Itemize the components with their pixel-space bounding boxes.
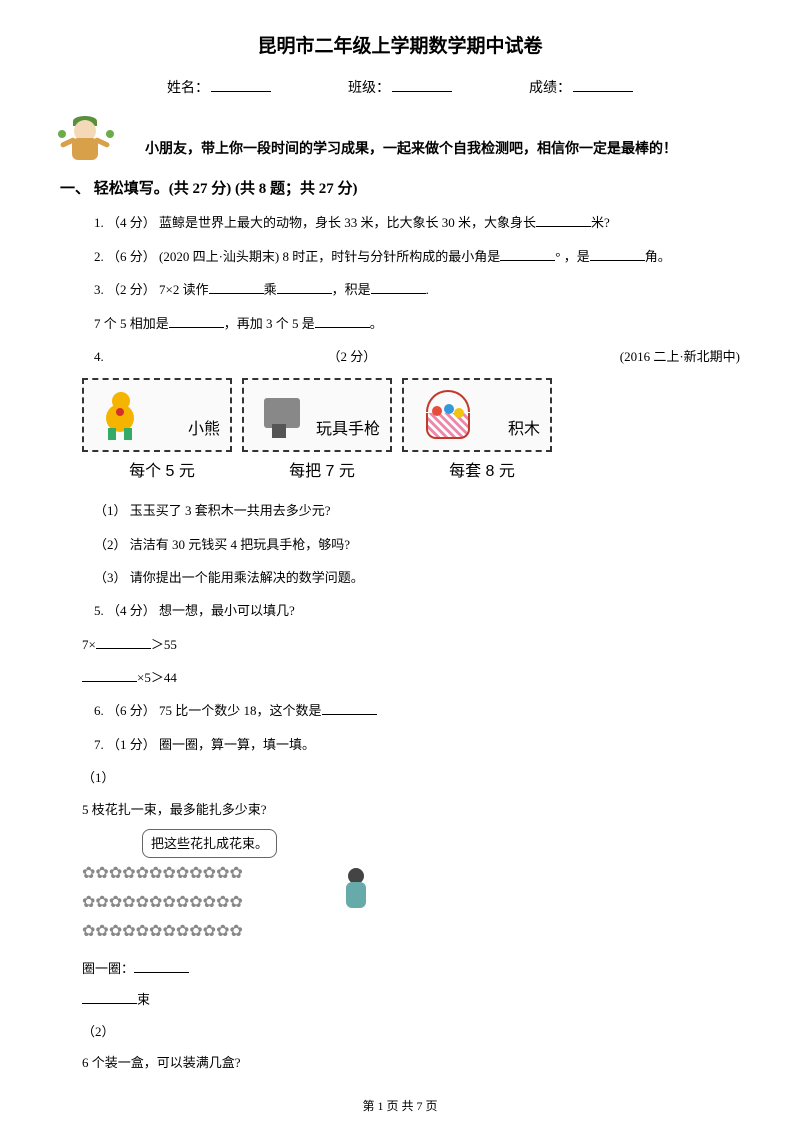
product-gun: 玩具手枪 <box>242 378 392 452</box>
price-blocks: 每套 8 元 <box>402 458 562 487</box>
question-2: 2. （6 分） (2020 四上·汕头期末) 8 时正，时针与分针所构成的最小… <box>60 245 740 268</box>
q7-text: 5 枝花扎一束，最多能扎多少束? <box>60 798 740 821</box>
question-7: 7. （1 分） 圈一圈，算一算，填一填。 <box>60 733 740 756</box>
gun-label: 玩具手枪 <box>316 416 380 445</box>
q5a-suffix: ＞55 <box>151 637 177 652</box>
product-blocks: 积木 <box>402 378 552 452</box>
q3b-suffix: 。 <box>370 316 383 331</box>
blocks-label: 积木 <box>508 416 540 445</box>
q2-prefix: 2. （6 分） (2020 四上·汕头期末) 8 时正，时针与分针所构成的最小… <box>94 249 500 264</box>
name-label: 姓名： <box>167 81 209 96</box>
q7-2: （2） <box>60 1020 740 1043</box>
bear-icon <box>98 390 146 440</box>
q4-sub3: （3） 请你提出一个能用乘法解决的数学问题。 <box>60 566 740 589</box>
q7-box: 6 个装一盒，可以装满几盒? <box>60 1051 740 1074</box>
q3a-prefix: 3. （2 分） 7×2 读作 <box>94 282 209 297</box>
q3a-blank2[interactable] <box>277 280 332 294</box>
class-label: 班级： <box>348 81 390 96</box>
class-blank[interactable] <box>392 91 452 92</box>
product-bear: 小熊 <box>82 378 232 452</box>
mascot-icon <box>60 116 115 166</box>
flower-figure: 把这些花扎成花束。 ✿ ✿ ✿ ✿ ✿ ✿ ✿ ✿ ✿ ✿ ✿ ✿ ✿ ✿ ✿ … <box>82 829 342 947</box>
q7-circle: 圈一圈： <box>60 957 740 980</box>
q6-blank[interactable] <box>322 701 377 715</box>
q3a-suffix: . <box>426 282 429 297</box>
question-3a: 3. （2 分） 7×2 读作 乘 ，积是. <box>60 278 740 301</box>
flower-row: ✿ ✿ ✿ ✿ ✿ ✿ ✿ ✿ ✿ ✿ ✿ ✿ <box>82 889 342 918</box>
page-title: 昆明市二年级上学期数学期中试卷 <box>60 30 740 64</box>
product-row: 小熊 玩具手枪 积木 <box>60 378 740 452</box>
q5a-prefix: 7× <box>82 637 96 652</box>
q3b-prefix: 7 个 5 相加是 <box>94 316 169 331</box>
name-blank[interactable] <box>211 91 271 92</box>
info-line: 姓名： 班级： 成绩： <box>60 76 740 101</box>
q3a-mid2: ，积是 <box>332 282 371 297</box>
q3a-mid1: 乘 <box>264 282 277 297</box>
gun-icon <box>258 392 312 440</box>
flower-row: ✿ ✿ ✿ ✿ ✿ ✿ ✿ ✿ ✿ ✿ ✿ ✿ <box>82 860 342 889</box>
q6-prefix: 6. （6 分） 75 比一个数少 18，这个数是 <box>94 703 322 718</box>
q3b-blank2[interactable] <box>315 314 370 328</box>
q5a-blank[interactable] <box>96 635 151 649</box>
q5-a: 7× ＞55 <box>60 633 740 656</box>
price-row: 每个 5 元 每把 7 元 每套 8 元 <box>60 458 740 487</box>
q4-sub2: （2） 洁洁有 30 元钱买 4 把玩具手枪，够吗? <box>60 533 740 556</box>
q5b-blank[interactable] <box>82 668 137 682</box>
q1-blank[interactable] <box>536 213 591 227</box>
question-5: 5. （4 分） 想一想，最小可以填几? <box>60 599 740 622</box>
q7-shu: 束 <box>60 988 740 1011</box>
question-1: 1. （4 分） 蓝鲸是世界上最大的动物，身长 33 米，比大象长 30 米，大… <box>60 211 740 234</box>
flower-row: ✿ ✿ ✿ ✿ ✿ ✿ ✿ ✿ ✿ ✿ ✿ ✿ <box>82 918 342 947</box>
q2-blank1[interactable] <box>500 247 555 261</box>
q4-source: (2016 二上·新北期中) <box>620 345 740 368</box>
q2-blank2[interactable] <box>590 247 645 261</box>
speech-bubble: 把这些花扎成花束。 <box>142 829 277 858</box>
q5b-suffix: ×5＞44 <box>137 670 177 685</box>
section-1-title: 一、 轻松填写。(共 27 分) (共 8 题；共 27 分) <box>60 176 740 203</box>
q2-mid: ° ，是 <box>555 249 589 264</box>
price-bear: 每个 5 元 <box>82 458 242 487</box>
score-label: 成绩： <box>529 81 571 96</box>
q3a-blank1[interactable] <box>209 280 264 294</box>
question-4-header: 4. （2 分） (2016 二上·新北期中) <box>60 345 740 368</box>
q1-suffix: 米? <box>591 215 610 230</box>
q4-sub1: （1） 玉玉买了 3 套积木一共用去多少元? <box>60 499 740 522</box>
q7-shu-label: 束 <box>137 992 150 1007</box>
q2-suffix: 角。 <box>645 249 671 264</box>
greeting-text: 小朋友，带上你一段时间的学习成果，一起来做个自我检测吧，相信你一定是最棒的！ <box>115 137 677 166</box>
q7-shu-blank[interactable] <box>82 990 137 1004</box>
question-3b: 7 个 5 相加是 ，再加 3 个 5 是 。 <box>60 312 740 335</box>
q5-b: ×5＞44 <box>60 666 740 689</box>
q3a-blank3[interactable] <box>371 280 426 294</box>
question-6: 6. （6 分） 75 比一个数少 18，这个数是 <box>60 699 740 722</box>
q7-1: （1） <box>60 766 740 789</box>
child-icon <box>342 868 372 916</box>
score-blank[interactable] <box>573 91 633 92</box>
price-gun: 每把 7 元 <box>242 458 402 487</box>
q7-circle-label: 圈一圈： <box>82 961 134 976</box>
header-row: 小朋友，带上你一段时间的学习成果，一起来做个自我检测吧，相信你一定是最棒的！ <box>60 116 740 166</box>
page-footer: 第 1 页 共 7 页 <box>0 1096 800 1118</box>
q3b-mid: ，再加 3 个 5 是 <box>224 316 315 331</box>
blocks-icon <box>424 388 474 443</box>
q3b-blank1[interactable] <box>169 314 224 328</box>
bear-label: 小熊 <box>188 416 220 445</box>
q4-num: 4. <box>94 345 114 368</box>
q7-circle-blank[interactable] <box>134 959 189 973</box>
q4-points: （2 分） <box>114 345 620 368</box>
q1-prefix: 1. （4 分） 蓝鲸是世界上最大的动物，身长 33 米，比大象长 30 米，大… <box>94 215 536 230</box>
